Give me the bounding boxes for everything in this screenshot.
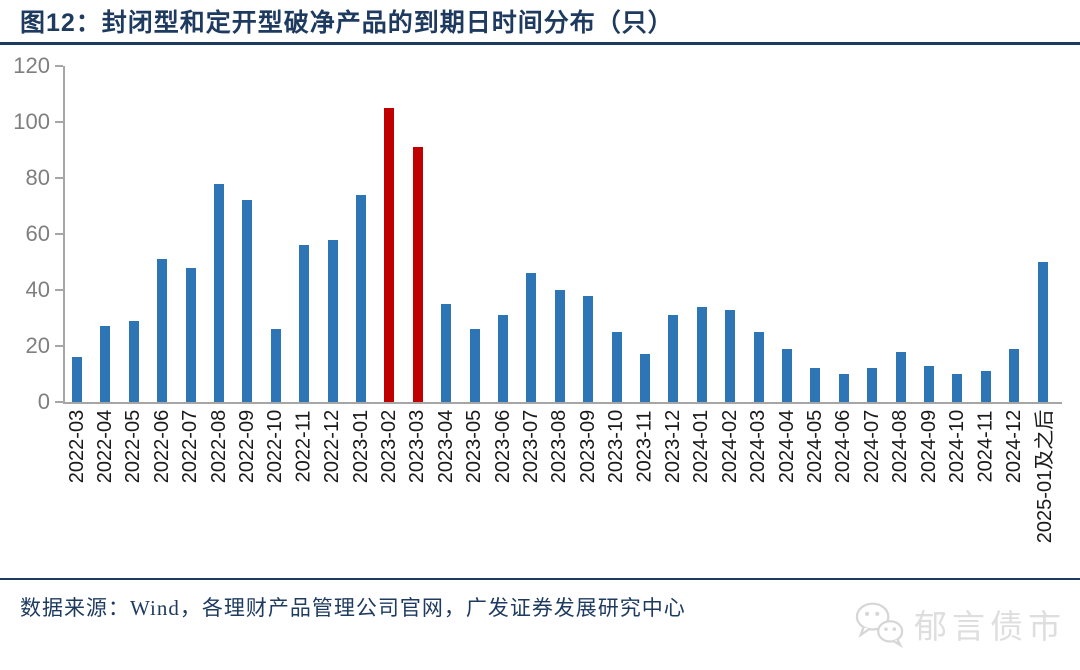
x-axis-label: 2024-02 bbox=[718, 409, 741, 484]
x-axis-label: 2024-04 bbox=[775, 409, 798, 484]
x-axis-label: 2024-11 bbox=[974, 410, 997, 482]
x-axis-label: 2023-12 bbox=[662, 409, 685, 484]
bar bbox=[157, 259, 168, 402]
y-tick bbox=[55, 401, 63, 403]
footer: 数据来源：Wind，各理财产品管理公司官网，广发证券发展研究中心 郁言债市 bbox=[0, 580, 1080, 648]
bar bbox=[867, 368, 878, 402]
bar bbox=[327, 239, 338, 402]
x-axis-label: 2023-07 bbox=[520, 409, 543, 484]
footer-divider bbox=[0, 578, 1080, 580]
x-axis-label: 2024-05 bbox=[804, 409, 827, 484]
x-axis-label: 2023-05 bbox=[463, 409, 486, 484]
watermark-text: 郁言债市 bbox=[914, 610, 1066, 646]
x-axis-label: 2023-08 bbox=[548, 409, 571, 484]
x-axis-label: 2022-08 bbox=[207, 409, 230, 484]
y-axis-label: 100 bbox=[13, 109, 50, 134]
bar bbox=[100, 326, 111, 402]
bar bbox=[696, 306, 707, 402]
x-axis-label: 2024-03 bbox=[747, 409, 770, 484]
wechat-icon bbox=[855, 602, 904, 648]
x-axis-label: 2024-06 bbox=[832, 409, 855, 484]
bar bbox=[1037, 262, 1048, 402]
x-axis-label: 2023-02 bbox=[378, 409, 401, 484]
x-axis-label: 2024-12 bbox=[1002, 409, 1025, 484]
y-axis-label: 120 bbox=[13, 53, 50, 78]
y-axis-label: 80 bbox=[25, 165, 50, 190]
figure-title: 图12：封闭型和定开型破净产品的到期日时间分布（只） bbox=[20, 9, 674, 37]
y-tick bbox=[55, 177, 63, 179]
y-axis-label: 60 bbox=[25, 221, 50, 246]
bar bbox=[441, 304, 452, 402]
y-tick bbox=[55, 345, 63, 347]
bar bbox=[952, 374, 963, 402]
x-axis-label: 2024-08 bbox=[889, 409, 912, 484]
data-source-note: 数据来源：Wind，各理财产品管理公司官网，广发证券发展研究中心 bbox=[20, 596, 686, 620]
figure-header: 图12：封闭型和定开型破净产品的到期日时间分布（只） bbox=[0, 0, 1080, 42]
x-axis-label: 2022-07 bbox=[179, 409, 202, 484]
x-axis-label: 2022-03 bbox=[65, 409, 88, 484]
x-axis-label: 2024-07 bbox=[860, 409, 883, 484]
bar bbox=[72, 357, 82, 402]
x-axis-label: 2024-09 bbox=[917, 409, 940, 484]
y-axis-label: 40 bbox=[25, 277, 50, 302]
bar bbox=[782, 348, 792, 402]
y-tick bbox=[55, 121, 63, 123]
bar bbox=[668, 315, 679, 402]
x-axis-label: 2022-06 bbox=[150, 409, 173, 484]
bar bbox=[242, 200, 253, 402]
bar bbox=[753, 332, 764, 402]
x-axis-label: 2025-01及之后 bbox=[1034, 409, 1057, 544]
watermark: 郁言债市 bbox=[852, 600, 1066, 648]
bar bbox=[526, 273, 537, 402]
bar bbox=[725, 309, 736, 402]
bar bbox=[583, 295, 594, 402]
bar bbox=[810, 368, 821, 402]
bar bbox=[1009, 348, 1020, 402]
bar bbox=[384, 108, 395, 402]
x-axis-label: 2022-11 bbox=[292, 410, 315, 482]
bar bbox=[412, 147, 423, 402]
x-axis-label: 2023-09 bbox=[576, 409, 599, 484]
title-divider bbox=[0, 42, 1080, 45]
x-axis-line bbox=[63, 402, 1062, 404]
x-axis-label: 2023-01 bbox=[349, 409, 372, 484]
bar bbox=[924, 365, 934, 402]
x-axis-label: 2023-10 bbox=[605, 409, 628, 484]
x-axis-label: 2023-04 bbox=[434, 409, 457, 484]
bar bbox=[611, 332, 622, 402]
x-axis-label: 2022-10 bbox=[264, 409, 287, 484]
x-axis-label: 2024-10 bbox=[946, 409, 969, 484]
x-axis-label: 2022-09 bbox=[236, 409, 259, 484]
x-axis-label: 2023-06 bbox=[491, 409, 514, 484]
x-axis-label: 2023-03 bbox=[406, 409, 429, 484]
bar bbox=[270, 329, 281, 402]
bar bbox=[128, 320, 139, 402]
bar bbox=[185, 267, 196, 402]
bar-chart: 0 20 40 60 80 100 120 2022-03 2022-04 2022-05 2022… bbox=[0, 45, 1080, 578]
bar bbox=[554, 290, 565, 402]
bar bbox=[640, 354, 650, 402]
y-axis-line bbox=[63, 66, 65, 402]
x-axis-label: 2024-01 bbox=[690, 409, 713, 484]
y-tick bbox=[55, 233, 63, 235]
y-tick bbox=[55, 65, 63, 67]
x-axis-label: 2022-12 bbox=[321, 409, 344, 484]
bar bbox=[214, 183, 224, 402]
y-axis-label: 0 bbox=[37, 389, 50, 414]
bar bbox=[838, 374, 849, 402]
bar bbox=[299, 245, 310, 402]
bar bbox=[356, 194, 366, 402]
y-axis-label: 20 bbox=[25, 333, 50, 358]
y-tick bbox=[55, 289, 63, 291]
bar bbox=[469, 329, 480, 402]
bar bbox=[895, 351, 906, 402]
x-axis-label: 2022-04 bbox=[94, 409, 117, 484]
bar bbox=[980, 371, 991, 402]
bar bbox=[498, 315, 508, 402]
x-axis-label: 2023-11 bbox=[633, 410, 656, 482]
x-axis-label: 2022-05 bbox=[122, 409, 145, 484]
